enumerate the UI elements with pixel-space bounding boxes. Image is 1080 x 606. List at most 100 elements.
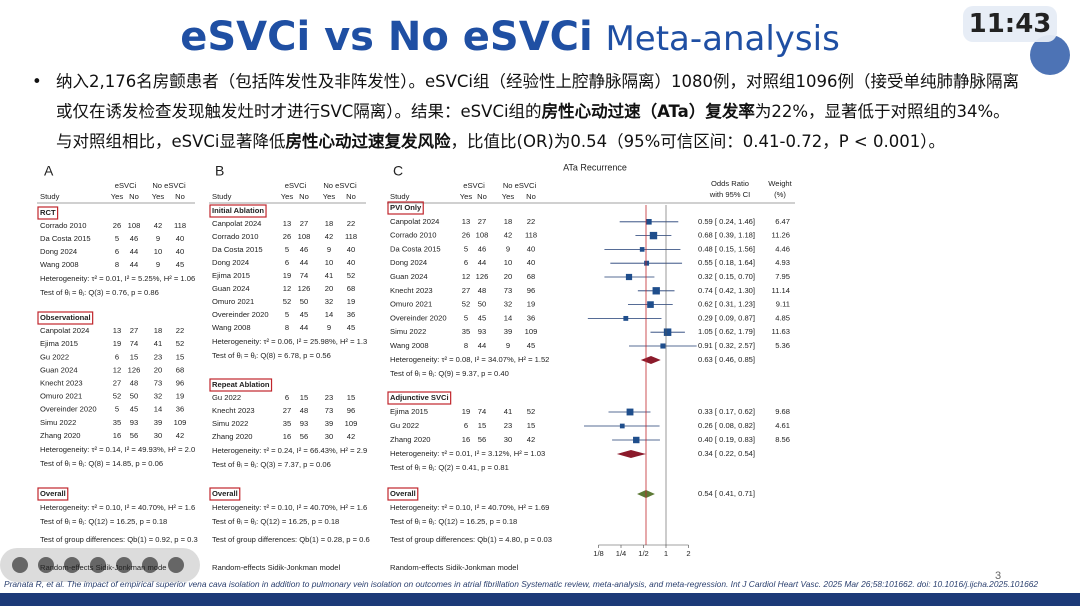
heterogeneity: Heterogeneity: τ² = 0.10, I² = 40.70%, H… [40,503,195,512]
cell: 14 [504,313,512,322]
cell: 74 [300,271,308,280]
cell: 45 [478,313,486,322]
group-label: Overall [390,489,416,498]
control-icon[interactable] [38,557,54,573]
cell: 18 [154,326,162,335]
heterogeneity: Heterogeneity: τ² = 0.10, I² = 40.70%, H… [390,503,549,512]
cell: 109 [345,419,358,428]
study-name: Dong 2024 [40,247,77,256]
weight: 4.61 [775,421,790,430]
cell: 19 [113,339,121,348]
cell: 16 [113,431,121,440]
cell: 18 [325,219,333,228]
cell: 118 [345,232,357,241]
cell: 56 [130,431,138,440]
group-box [209,204,267,218]
cell: 73 [504,286,512,295]
study-name: Simu 2022 [390,327,426,336]
cell: 26 [462,231,470,240]
odds-ratio: 0.91 [ 0.32, 2.57] [698,341,755,350]
cell: 68 [176,365,184,374]
cell: 126 [476,272,489,281]
cell: 22 [347,219,355,228]
estimate-diamond [640,356,661,364]
cell: 39 [504,327,512,336]
cell: 6 [115,247,119,256]
cell: 26 [283,232,291,241]
bullet: • 纳入2,176名房颤患者（包括阵发性及非阵发性）。eSVCi组（经验性上腔静脉… [32,67,1022,157]
study-name: Simu 2022 [40,418,76,427]
heterogeneity: Heterogeneity: τ² = 0.06, I² = 25.98%, H… [212,337,367,346]
study-name: Knecht 2023 [390,286,433,295]
test: Test of θᵢ = θⱼ: Q(12) = 16.25, p = 0.18 [212,517,339,526]
axis-tick-label: 1 [664,549,668,558]
sub-head: No [346,192,356,201]
control-icon[interactable] [12,557,28,573]
slide-title: eSVCi vs No eSVCi Meta-analysis [0,14,1020,60]
cell: 32 [154,392,162,401]
study-name: Gu 2022 [390,421,419,430]
study-name: Zhang 2020 [40,431,81,440]
bullet-bold: 房性心动过速（ATa）复发率 [541,102,755,121]
cell: 13 [113,326,121,335]
study-name: Dong 2024 [390,258,427,267]
control-icon[interactable] [116,557,132,573]
group-box [387,487,419,501]
cell: 45 [176,260,184,269]
cell: 45 [527,341,535,350]
control-icon[interactable] [64,557,80,573]
group-test: Test of group differences: Qb(1) = 0.92,… [40,535,198,544]
study-name: Corrado 2010 [212,232,258,241]
cell: 9 [506,341,510,350]
cell: 9 [327,245,331,254]
cell: 41 [325,271,333,280]
study-name: Gu 2022 [212,393,241,402]
cell: 16 [462,435,470,444]
title-main: eSVCi vs No eSVCi [180,14,593,60]
study-name: Canpolat 2024 [390,217,439,226]
study-name: Ejima 2015 [40,339,78,348]
study-marker [619,423,625,429]
cell: 23 [154,352,162,361]
cell: 42 [176,431,184,440]
cell: 20 [504,272,512,281]
odds-ratio: 0.62 [ 0.31, 1.23] [698,300,755,309]
cell: 50 [300,297,308,306]
heterogeneity: Heterogeneity: τ² = 0.14, I² = 49.93%, H… [40,445,195,454]
cell: 74 [130,339,138,348]
cell: 68 [347,284,355,293]
estimate: 0.34 [ 0.22, 0.54] [698,449,755,458]
odds-ratio: 0.48 [ 0.15, 1.56] [698,244,755,253]
cell: 8 [115,260,119,269]
cell: 35 [113,418,121,427]
plot-title: ATa Recurrence [563,162,627,172]
study-name: Gu 2022 [40,352,69,361]
control-icon[interactable] [90,557,106,573]
cell: 41 [154,339,162,348]
study-name: Guan 2024 [212,284,250,293]
group-test: Test of group differences: Qb(1) = 0.28,… [212,535,370,544]
weight-head: (%) [774,190,786,199]
page-number: 3 [995,570,1001,582]
cell: 35 [283,419,291,428]
control-icon[interactable] [142,557,158,573]
cell: 30 [325,432,333,441]
cell: 12 [283,284,291,293]
cell: 50 [130,392,138,401]
cell: 109 [525,327,538,336]
cell: 27 [300,219,308,228]
study-name: Overeinder 2020 [212,310,269,319]
cell: 74 [478,407,486,416]
control-icon[interactable] [168,557,184,573]
cell: 5 [285,245,289,254]
study-name: Zhang 2020 [390,435,431,444]
cell: 26 [113,221,121,230]
study-name: Overeinder 2020 [40,405,97,414]
cell: 44 [478,341,486,350]
cell: 27 [462,286,470,295]
cell: 96 [176,379,184,388]
study-name: Canpolat 2024 [40,326,89,335]
cell: 19 [283,271,291,280]
bullet-run: ，比值比(OR)为0.54（95%可信区间：0.41-0.72，P < 0.00… [450,132,945,151]
odds-ratio: 1.05 [ 0.62, 1.79] [698,327,755,336]
